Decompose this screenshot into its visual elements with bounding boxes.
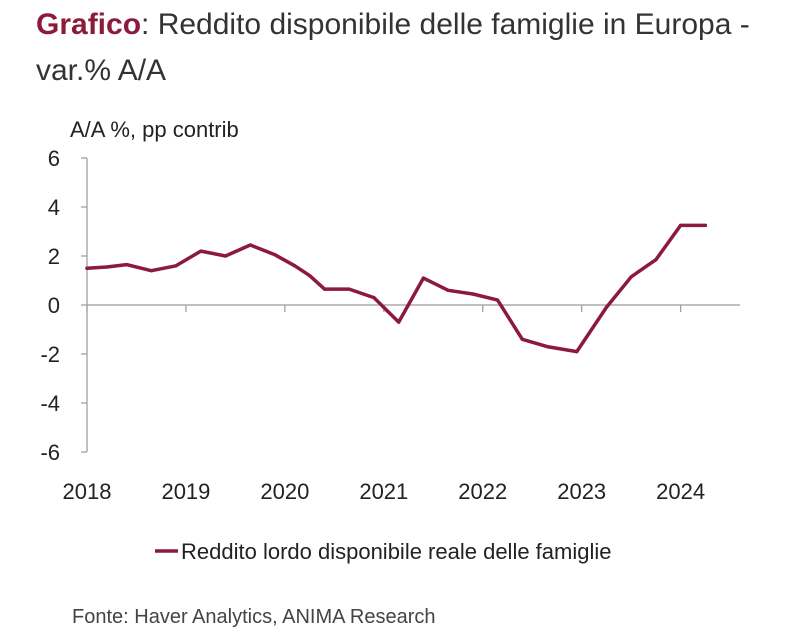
legend-label: Reddito lordo disponibile reale delle fa… — [181, 539, 611, 564]
y-tick-label: -2 — [40, 342, 60, 367]
x-tick-label: 2022 — [458, 479, 507, 504]
data-point — [629, 275, 633, 279]
y-tick-label: 0 — [48, 293, 60, 318]
data-point — [575, 350, 579, 354]
chart-title: Grafico: Reddito disponibile delle famig… — [36, 2, 776, 94]
y-tick-label: 4 — [48, 195, 60, 220]
data-point — [471, 292, 475, 296]
data-point — [703, 223, 708, 227]
data-point — [520, 337, 524, 341]
y-tick-label: -6 — [40, 440, 60, 465]
x-tick-label: 2019 — [161, 479, 210, 504]
source-note: Fonte: Haver Analytics, ANIMA Research — [72, 606, 436, 628]
data-point — [446, 288, 450, 292]
data-point — [149, 269, 153, 273]
data-point — [105, 265, 109, 269]
data-point — [223, 254, 228, 258]
data-point — [679, 223, 683, 227]
data-point — [125, 263, 129, 267]
data-point — [322, 287, 327, 291]
data-point — [421, 276, 425, 280]
y-tick-label: 2 — [48, 244, 60, 269]
x-tick-label: 2024 — [656, 479, 705, 504]
y-tick-label: 6 — [48, 146, 60, 171]
data-point — [347, 287, 351, 291]
data-point — [308, 274, 312, 278]
y-tick-label: -4 — [40, 391, 60, 416]
data-point — [604, 305, 609, 309]
data-point — [372, 296, 376, 300]
x-tick-label: 2023 — [557, 479, 606, 504]
data-point — [397, 320, 401, 324]
series-line — [85, 223, 708, 354]
chart-title-text: : Reddito disponibile delle famiglie in … — [36, 8, 750, 87]
data-point — [199, 249, 203, 253]
data-point — [545, 345, 549, 349]
data-point — [654, 258, 658, 262]
x-tick-label: 2021 — [359, 479, 408, 504]
data-point — [293, 264, 297, 268]
x-tick-label: 2020 — [260, 479, 309, 504]
data-point — [248, 243, 252, 247]
data-point — [273, 253, 277, 257]
data-point — [85, 266, 89, 270]
data-point — [496, 298, 500, 302]
chart-title-lead: Grafico — [36, 8, 142, 41]
data-point — [174, 264, 178, 268]
x-tick-label: 2018 — [63, 479, 112, 504]
y-axis-label: A/A %, pp contrib — [70, 117, 239, 142]
